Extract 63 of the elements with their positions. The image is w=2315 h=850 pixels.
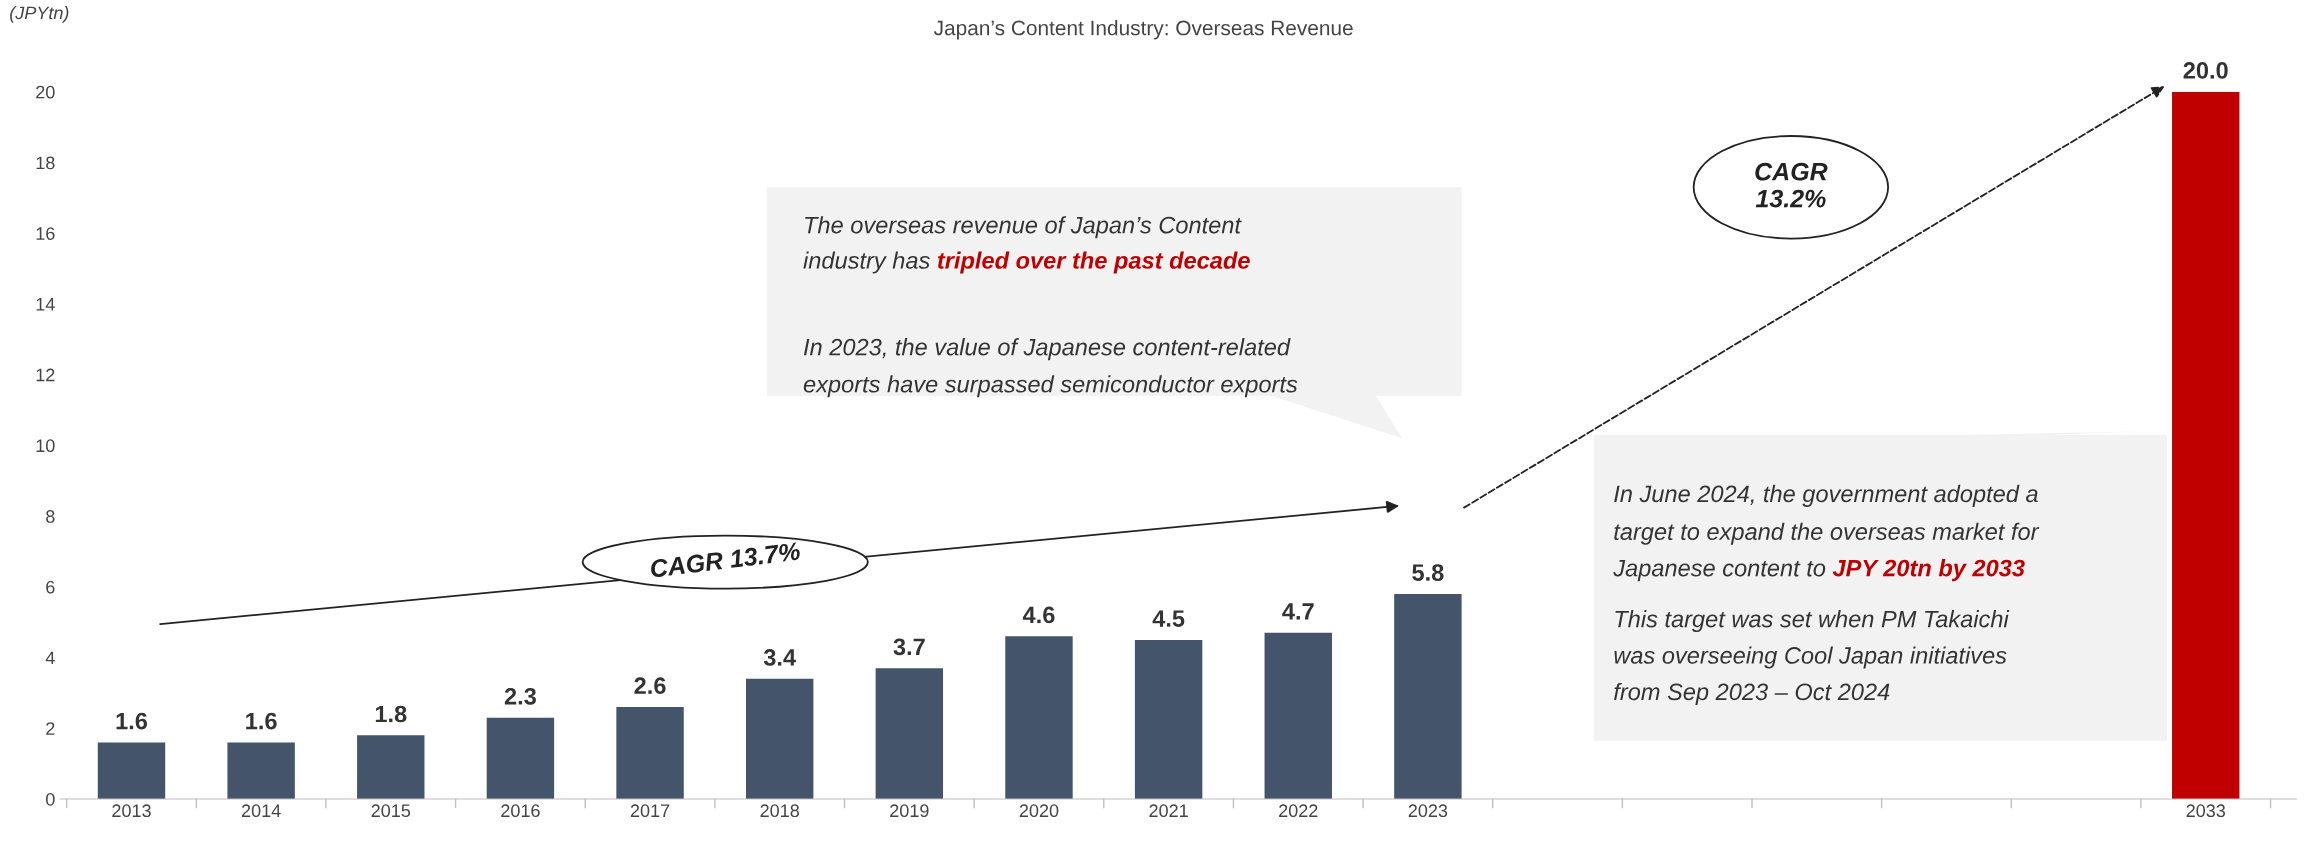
bar <box>616 707 684 799</box>
annotation: In June 2024, the government adopted a <box>1614 484 2038 507</box>
annotation: This target was set when PM Takaichi <box>1615 610 2010 633</box>
data-label: 3.7 <box>893 638 925 656</box>
y-tick-label: 8 <box>46 510 55 523</box>
data-label: 3.4 <box>763 649 796 666</box>
y-axis-title: (JPYtn) <box>10 6 69 23</box>
bar <box>357 735 425 799</box>
x-tick-label: 2016 <box>501 804 540 818</box>
data-label: 4.6 <box>1022 606 1055 624</box>
annotation: JPY 20tn by 2033 <box>1832 559 2025 582</box>
data-label: 4.5 <box>1152 610 1185 627</box>
bar <box>486 717 555 799</box>
annotation: was overseeing Cool Japan initiatives <box>1614 646 2007 669</box>
x-tick-label: 2023 <box>1408 804 1448 818</box>
y-tick-label: 6 <box>46 580 55 594</box>
data-label: 2.3 <box>504 687 536 705</box>
y-tick-label: 10 <box>36 439 55 453</box>
x-tick-label: 2014 <box>241 804 281 818</box>
y-tick-label: 4 <box>45 651 55 665</box>
bar <box>1264 632 1332 799</box>
annotation: exports have surpassed semiconductor exports <box>803 375 1298 398</box>
data-label: 20.0 <box>2183 62 2228 79</box>
x-tick-label: 2013 <box>112 804 151 818</box>
bar <box>745 678 814 799</box>
data-label: 2.6 <box>634 677 666 695</box>
chart-title: Japan’s Content Industry: Overseas Revenue <box>933 20 1353 40</box>
y-tick-label: 14 <box>36 298 55 311</box>
x-tick-label: 2033 <box>2186 804 2226 818</box>
y-tick-label: 18 <box>36 156 55 170</box>
annotation: The overseas revenue of Japan’s Content <box>805 216 1242 239</box>
data-label: 1.8 <box>375 705 407 723</box>
x-tick-label: 2019 <box>890 804 929 818</box>
bar <box>1394 593 1462 799</box>
y-tick-label: 0 <box>45 792 55 806</box>
x-tick-label: 2018 <box>760 804 799 818</box>
annotation: CAGR 13.2% <box>1755 162 1828 208</box>
data-label: 1.6 <box>246 712 277 730</box>
annotation: Japanese content to <box>1613 559 1826 582</box>
y-tick-label: 16 <box>36 227 55 240</box>
annotation: CAGR 13.7% <box>649 542 801 578</box>
x-tick-label: 2021 <box>1149 804 1188 818</box>
x-tick-label: 2017 <box>630 804 670 818</box>
y-tick-label: 12 <box>36 368 55 382</box>
x-tick-label: 2022 <box>1279 804 1318 818</box>
annotation: target to expand the overseas market for <box>1614 522 2040 545</box>
bar <box>227 742 295 799</box>
annotation: industry has <box>803 251 930 274</box>
x-tick-label: 2015 <box>371 804 411 818</box>
bar <box>2172 91 2240 799</box>
x-tick-label: 2020 <box>1019 804 1059 818</box>
data-label: 1.6 <box>116 712 148 730</box>
annotation: from Sep 2023 – Oct 2024 <box>1614 682 1890 705</box>
bar <box>875 668 944 799</box>
bar <box>97 742 166 799</box>
annotation: In 2023, the value of Japanese content-related <box>803 338 1291 361</box>
y-tick-label: 2 <box>46 722 55 735</box>
y-tick-label: 20 <box>36 85 55 99</box>
annotation: tripled over the past decade <box>937 251 1250 274</box>
bar <box>1005 636 1073 799</box>
data-label: 5.8 <box>1412 564 1444 581</box>
bar <box>1134 639 1203 799</box>
data-label: 4.7 <box>1282 603 1314 620</box>
